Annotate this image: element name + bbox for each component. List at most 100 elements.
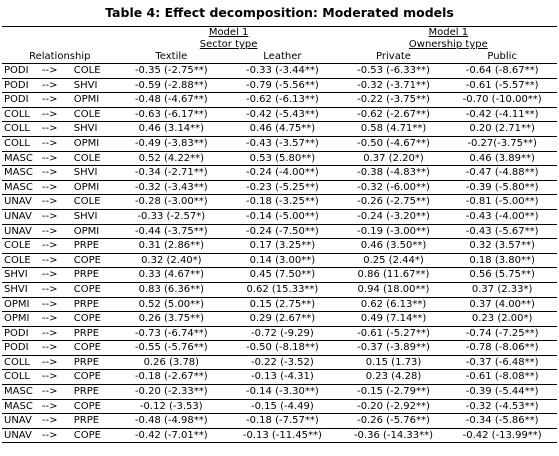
row-from: MASC xyxy=(2,384,42,400)
row-from: COLL xyxy=(2,121,42,137)
row-arrow: --> xyxy=(41,194,66,210)
table-row: SHVI --> COPE 0.83 (6.36**) 0.62 (15.33**) 0.… xyxy=(2,281,557,297)
row-to: PRPE xyxy=(65,384,118,400)
row-to: COPE xyxy=(65,398,118,414)
table-row: COLL --> SHVI 0.46 (3.14**) 0.46 (4.75**) 0.5… xyxy=(2,121,557,137)
row-to: SHVI xyxy=(65,165,118,181)
row-to: OPMI xyxy=(65,135,118,152)
row-arrow: --> xyxy=(41,77,66,93)
cell-private: -0.37 (-3.89**) xyxy=(339,340,448,356)
table-row: PODI --> COLE -0.35 (-2.75**) -0.33 (-3.44**… xyxy=(2,64,557,79)
cell-leather: 0.14 (3.00**) xyxy=(225,252,340,268)
cell-public: -0.39 (-5.44**) xyxy=(447,384,557,400)
cell-private: -0.61 (-5.27**) xyxy=(339,325,448,341)
cell-private: 0.25 (2.44*) xyxy=(339,252,448,268)
row-arrow: --> xyxy=(41,223,66,239)
cell-private: 0.23 (4.28) xyxy=(339,369,448,385)
row-to: OPMI xyxy=(65,92,118,108)
cell-public: -0.34 (-5.86**) xyxy=(447,413,557,429)
cell-private: 0.37 (2.20*) xyxy=(339,150,448,166)
table-row: MASC --> COPE -0.12 (-3.53) -0.15 (-4.49) -0.… xyxy=(2,398,557,414)
row-arrow: --> xyxy=(41,354,66,370)
effect-decomposition-table: Model 1 Model 1 Sector type Ownership ty… xyxy=(2,26,557,444)
table-row: PODI --> COPE -0.55 (-5.76**) -0.50 (-8.18**… xyxy=(2,340,557,356)
cell-public: 0.32 (3.57**) xyxy=(447,238,557,254)
cell-textile: 0.46 (3.14**) xyxy=(117,121,226,137)
cell-textile: -0.20 (-2.33**) xyxy=(117,384,226,400)
header-model-right: Model 1 xyxy=(339,26,557,39)
header-public: Public xyxy=(447,51,557,64)
cell-textile: -0.34 (-2.71**) xyxy=(117,165,226,181)
cell-public: -0.61 (-5.57**) xyxy=(447,77,557,93)
cell-private: -0.20 (-2.92**) xyxy=(339,398,448,414)
cell-leather: -0.79 (-5.56**) xyxy=(225,77,340,93)
table-row: PODI --> PRPE -0.73 (-6.74**) -0.72 (-9.29) -… xyxy=(2,325,557,341)
row-arrow: --> xyxy=(41,238,66,254)
table-row: COLL --> COPE -0.18 (-2.67**) -0.13 (-4.31) 0… xyxy=(2,369,557,385)
cell-private: -0.26 (-5.76**) xyxy=(339,413,448,429)
row-from: COLE xyxy=(2,252,42,268)
cell-private: -0.62 (-2.67**) xyxy=(339,106,448,122)
cell-leather: 0.62 (15.33**) xyxy=(225,281,340,297)
cell-leather: -0.50 (-8.18**) xyxy=(225,340,340,356)
cell-public: -0.70 (-10.00**) xyxy=(447,92,557,108)
table-row: COLL --> PRPE 0.26 (3.78) -0.22 (-3.52) 0.15 … xyxy=(2,354,557,370)
row-to: PRPE xyxy=(65,267,118,283)
cell-leather: 0.45 (7.50**) xyxy=(225,267,340,283)
header-model-left: Model 1 xyxy=(117,26,340,39)
cell-leather: 0.17 (3.25**) xyxy=(225,238,340,254)
table-row: COLE --> COPE 0.32 (2.40*) 0.14 (3.00**) 0.25… xyxy=(2,252,557,268)
cell-private: 0.46 (3.50**) xyxy=(339,238,448,254)
row-from: PODI xyxy=(2,325,42,341)
cell-public: -0.81 (-5.00**) xyxy=(447,194,557,210)
cell-textile: 0.52 (5.00**) xyxy=(117,296,226,312)
table-row: PODI --> SHVI -0.59 (-2.88**) -0.79 (-5.56**… xyxy=(2,77,557,93)
header-leather: Leather xyxy=(225,51,340,64)
cell-public: -0.37 (-6.48**) xyxy=(447,354,557,370)
row-from: PODI xyxy=(4,65,29,76)
row-to: PRPE xyxy=(65,296,118,312)
cell-public: -0.61 (-8.08**) xyxy=(447,369,557,385)
cell-textile: 0.33 (4.67**) xyxy=(117,267,226,283)
header-ownership-type: Ownership type xyxy=(408,39,488,50)
table-row: PODI --> OPMI -0.48 (-4.67**) -0.62 (-6.13**… xyxy=(2,92,557,108)
cell-public: -0.32 (-4.53**) xyxy=(447,398,557,414)
cell-leather: -0.13 (-11.45**) xyxy=(225,427,340,444)
row-from: PODI xyxy=(2,340,42,356)
cell-private: -0.36 (-14.33**) xyxy=(339,427,448,444)
cell-textile: -0.55 (-5.76**) xyxy=(117,340,226,356)
row-to: COPE xyxy=(65,340,118,356)
table-row: SHVI --> PRPE 0.33 (4.67**) 0.45 (7.50**) 0.8… xyxy=(2,267,557,283)
cell-private: -0.24 (-3.20**) xyxy=(339,208,448,225)
row-arrow: --> xyxy=(41,252,66,268)
cell-private: -0.38 (-4.83**) xyxy=(339,165,448,181)
cell-public: -0.42 (-13.99**) xyxy=(447,427,557,444)
cell-textile: -0.49 (-3.83**) xyxy=(117,135,226,152)
cell-private: -0.26 (-2.75**) xyxy=(339,194,448,210)
row-from: COLL xyxy=(2,106,42,122)
row-to: PRPE xyxy=(65,238,118,254)
row-to: COPE xyxy=(65,252,118,268)
row-from: UNAV xyxy=(2,208,42,225)
cell-leather: -0.18 (-7.57**) xyxy=(225,413,340,429)
table-header: Model 1 Model 1 Sector type Ownership ty… xyxy=(2,26,557,64)
cell-leather: -0.18 (-3.25**) xyxy=(225,194,340,210)
cell-private: -0.50 (-4.67**) xyxy=(339,135,448,152)
cell-private: 0.15 (1.73) xyxy=(339,354,448,370)
cell-textile: -0.48 (-4.98**) xyxy=(117,413,226,429)
cell-public: 0.23 (2.00*) xyxy=(447,311,557,327)
row-to: COLE xyxy=(65,194,118,210)
table-row: MASC --> COLE 0.52 (4.22**) 0.53 (5.80**) 0.3… xyxy=(2,150,557,166)
cell-leather: -0.33 (-3.44**) xyxy=(246,65,319,76)
cell-textile: -0.28 (-3.00**) xyxy=(117,194,226,210)
cell-textile: -0.42 (-7.01**) xyxy=(117,427,226,444)
row-arrow: --> xyxy=(41,106,66,122)
row-arrow: --> xyxy=(41,325,66,341)
row-to: PRPE xyxy=(65,413,118,429)
table-row: MASC --> OPMI -0.32 (-3.43**) -0.23 (-5.25**… xyxy=(2,179,557,195)
row-arrow: --> xyxy=(41,121,66,137)
row-from: SHVI xyxy=(2,267,42,283)
row-arrow: --> xyxy=(41,179,66,195)
row-to: OPMI xyxy=(65,223,118,239)
row-from: PODI xyxy=(2,77,42,93)
